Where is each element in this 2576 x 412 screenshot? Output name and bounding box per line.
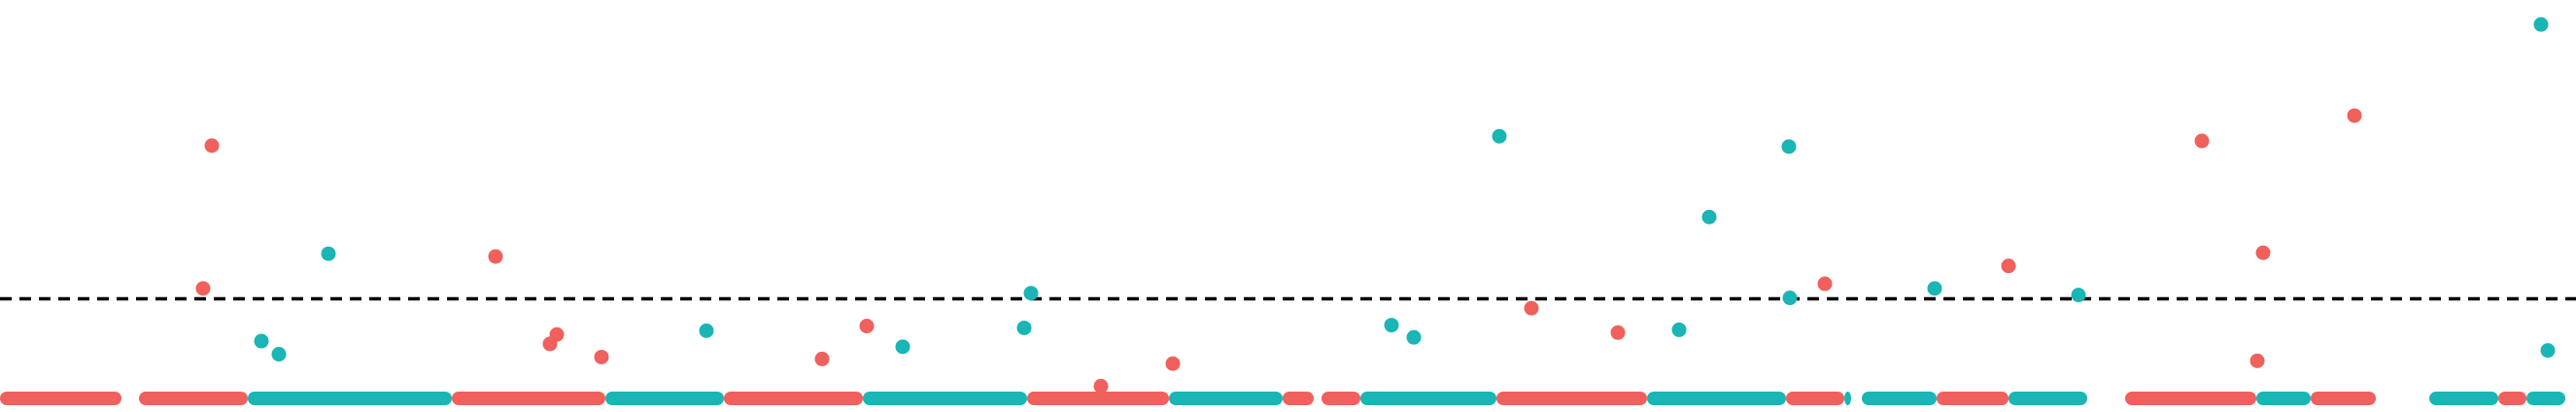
scatter-point bbox=[254, 333, 269, 349]
segment-bar bbox=[2429, 392, 2498, 405]
scatter-point bbox=[1492, 128, 1507, 144]
scatter-point bbox=[542, 336, 558, 352]
segment-bar bbox=[1937, 392, 2009, 405]
scatter-point bbox=[2255, 245, 2271, 260]
scatter-point bbox=[1782, 291, 1798, 306]
segment-bar bbox=[0, 392, 121, 405]
scatter-point bbox=[2533, 17, 2549, 32]
segment-bar bbox=[2498, 392, 2526, 405]
segment-bar bbox=[1027, 392, 1169, 405]
scatter-point bbox=[2001, 258, 2016, 274]
scatter-point bbox=[1165, 356, 1181, 371]
scatter-point bbox=[895, 339, 910, 355]
scatter-point bbox=[488, 249, 503, 264]
scatter-point bbox=[1384, 318, 1399, 333]
segment-bar bbox=[2256, 392, 2311, 405]
segment-bar bbox=[248, 392, 452, 405]
scatter-point bbox=[1016, 320, 1032, 335]
segment-bar bbox=[1169, 392, 1283, 405]
segment-bar bbox=[139, 392, 248, 405]
scatter-point bbox=[1701, 209, 1717, 224]
scatter-point bbox=[2250, 353, 2265, 368]
scatter-point bbox=[2194, 133, 2210, 149]
scatter-point bbox=[2540, 343, 2556, 359]
scatter-point bbox=[271, 347, 287, 362]
segment-bar bbox=[1844, 392, 1851, 405]
segment-bar bbox=[1283, 392, 1314, 405]
scatter-point bbox=[859, 319, 875, 334]
segment-bar bbox=[452, 392, 605, 405]
scatter-point bbox=[1524, 300, 1539, 316]
segment-layer bbox=[0, 392, 2565, 405]
segment-bar bbox=[1647, 392, 1786, 405]
segment-bar bbox=[724, 392, 863, 405]
scatter-point bbox=[1781, 139, 1797, 154]
scatter-point bbox=[594, 349, 609, 364]
segment-bar bbox=[2009, 392, 2087, 405]
scatter-point bbox=[1817, 276, 1833, 292]
segment-bar bbox=[1322, 392, 1360, 405]
segment-bar bbox=[1862, 392, 1937, 405]
scatter-point bbox=[1093, 378, 1109, 394]
scatter-point bbox=[321, 246, 336, 261]
scatter-point bbox=[1671, 322, 1687, 337]
segment-bar bbox=[863, 392, 1027, 405]
point-layer bbox=[195, 17, 2556, 394]
segment-bar bbox=[1496, 392, 1647, 405]
scatter-point bbox=[1610, 325, 1626, 340]
segment-bar bbox=[1786, 392, 1844, 405]
scatter-point bbox=[1023, 286, 1039, 301]
segment-bar bbox=[605, 392, 724, 405]
scatter-point bbox=[814, 351, 830, 366]
scatter-point bbox=[195, 281, 211, 296]
segment-bar bbox=[2311, 392, 2376, 405]
scatter-point bbox=[2071, 288, 2086, 303]
scatter-point bbox=[204, 138, 220, 154]
scatter-point bbox=[699, 323, 714, 338]
segment-bar bbox=[2526, 392, 2565, 405]
segment-bar bbox=[2125, 392, 2256, 405]
scatter-point bbox=[1406, 329, 1422, 345]
scatter-point bbox=[1927, 281, 1942, 296]
segment-bar bbox=[1360, 392, 1496, 405]
scatter-point bbox=[2347, 108, 2362, 123]
